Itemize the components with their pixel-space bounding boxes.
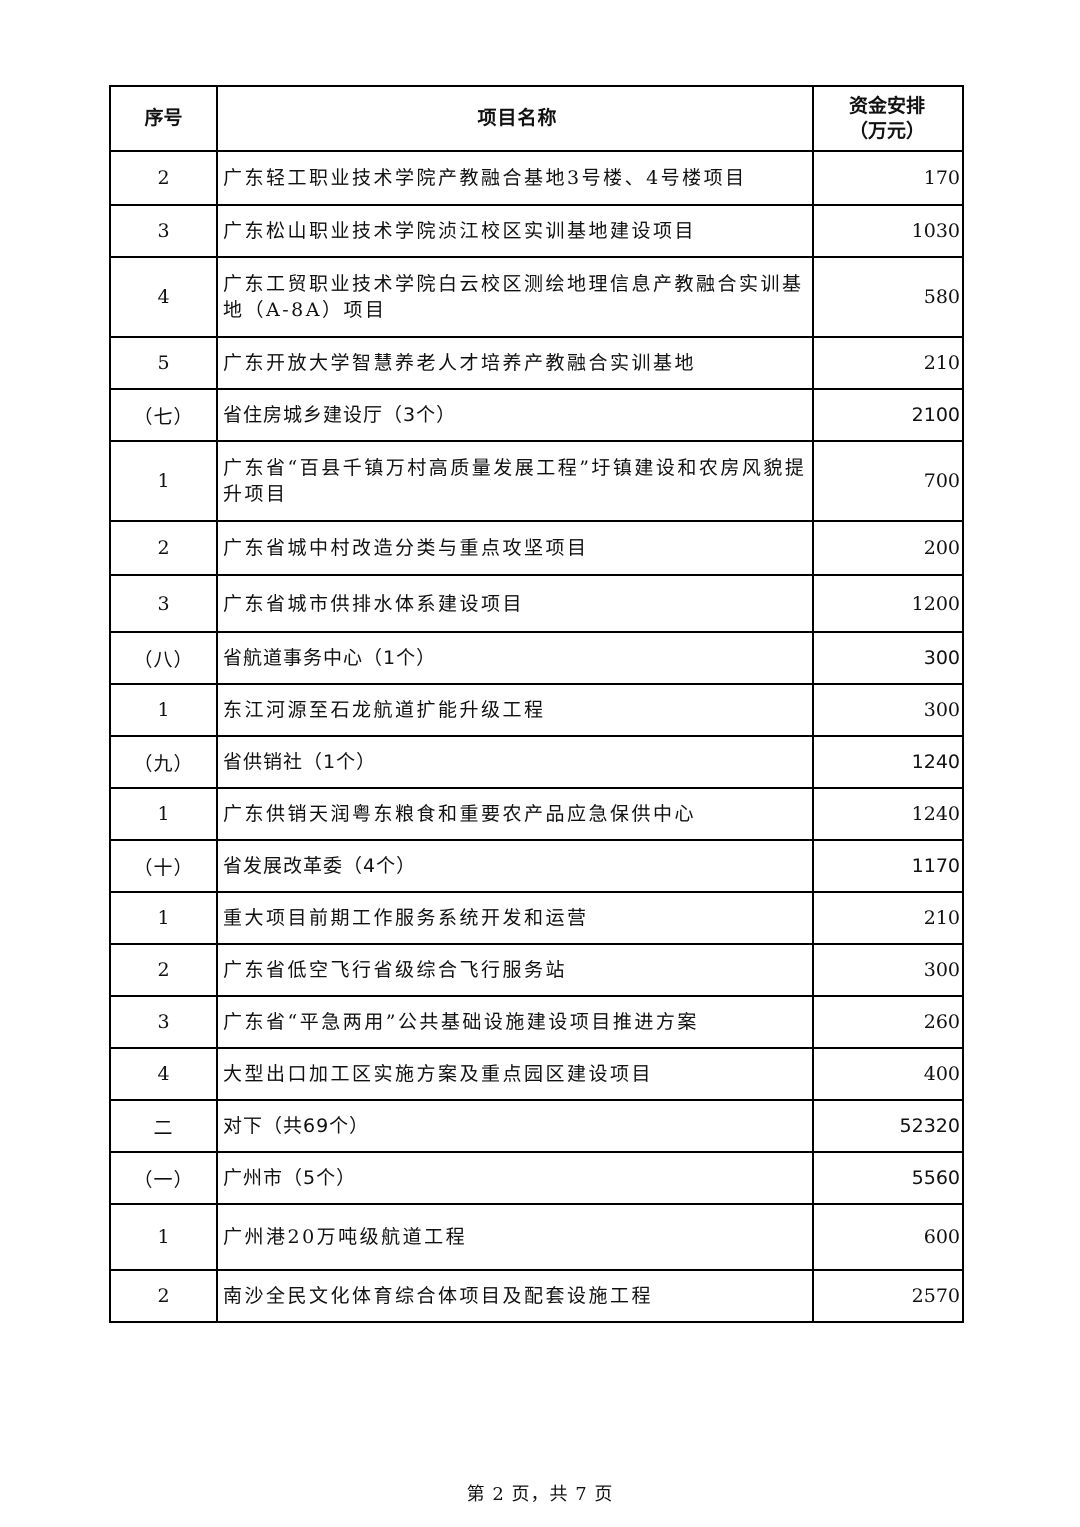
amount: 300 xyxy=(812,683,964,737)
table-group-row: 二对下（共69个） 52320 xyxy=(109,1099,964,1153)
table-row: 3 广东松山职业技术学院浈江校区实训基地建设项目 1030 xyxy=(109,204,964,258)
project-name: 重大项目前期工作服务系统开发和运营 xyxy=(216,891,814,945)
amount: 1240 xyxy=(812,735,964,789)
table-row: 1 广州港20万吨级航道工程 600 xyxy=(109,1203,964,1271)
row-number: 1 xyxy=(109,683,218,737)
project-name: 广东省低空飞行省级综合飞行服务站 xyxy=(216,943,814,997)
page-footer: 第 2 页，共 7 页 xyxy=(466,1484,614,1505)
project-name: 广东工贸职业技术学院白云校区测绘地理信息产教融合实训基地（A-8A）项目 xyxy=(216,256,814,338)
funding-table: 序号 项目名称 资金安排 （万元） 2 广东轻工职业技术学院产教融合基地3号楼、4… xyxy=(109,85,964,1323)
amount: 210 xyxy=(812,336,964,390)
project-name: 广东轻工职业技术学院产教融合基地3号楼、4号楼项目 xyxy=(216,150,814,206)
amount: 210 xyxy=(812,891,964,945)
project-name: 南沙全民文化体育综合体项目及配套设施工程 xyxy=(216,1269,814,1323)
header-no: 序号 xyxy=(109,85,218,152)
row-number: 5 xyxy=(109,336,218,390)
table-group-row: （一） 广州市（5个） 5560 xyxy=(109,1151,964,1205)
header-amount: 资金安排 （万元） xyxy=(812,85,964,152)
row-number: 3 xyxy=(109,204,218,258)
table-row: 5 广东开放大学智慧养老人才培养产教融合实训基地 210 xyxy=(109,336,964,390)
project-name: 广州市（5个） xyxy=(216,1151,814,1205)
amount: 2100 xyxy=(812,388,964,442)
row-number: 1 xyxy=(109,1203,218,1271)
row-number: 2 xyxy=(109,1269,218,1323)
project-name: 省航道事务中心（1个） xyxy=(216,631,814,685)
row-number: （一） xyxy=(109,1151,218,1205)
table-row: 3 广东省城市供排水体系建设项目 1200 xyxy=(109,574,964,633)
header-name: 项目名称 xyxy=(216,85,814,152)
table-row: 1 重大项目前期工作服务系统开发和运营 210 xyxy=(109,891,964,945)
amount: 200 xyxy=(812,520,964,576)
amount: 260 xyxy=(812,995,964,1049)
table-group-row: （十） 省发展改革委（4个） 1170 xyxy=(109,839,964,893)
row-number: 二 xyxy=(109,1099,218,1153)
amount: 1170 xyxy=(812,839,964,893)
row-number: 2 xyxy=(109,943,218,997)
project-name: 广东开放大学智慧养老人才培养产教融合实训基地 xyxy=(216,336,814,390)
project-name: 广东松山职业技术学院浈江校区实训基地建设项目 xyxy=(216,204,814,258)
table-row: 1 广东省“百县千镇万村高质量发展工程”圩镇建设和农房风貌提升项目 700 xyxy=(109,440,964,522)
table-row: 2 南沙全民文化体育综合体项目及配套设施工程 2570 xyxy=(109,1269,964,1323)
row-number: （十） xyxy=(109,839,218,893)
row-number: 3 xyxy=(109,995,218,1049)
amount: 580 xyxy=(812,256,964,338)
project-name: 省住房城乡建设厅（3个） xyxy=(216,388,814,442)
row-number: 1 xyxy=(109,787,218,841)
row-number: （八） xyxy=(109,631,218,685)
amount: 300 xyxy=(812,943,964,997)
row-number: 3 xyxy=(109,574,218,633)
amount: 600 xyxy=(812,1203,964,1271)
project-name: 省供销社（1个） xyxy=(216,735,814,789)
project-name: 对下（共69个） xyxy=(216,1099,814,1153)
project-name: 广东省“平急两用”公共基础设施建设项目推进方案 xyxy=(216,995,814,1049)
table-group-row: （九） 省供销社（1个） 1240 xyxy=(109,735,964,789)
amount: 300 xyxy=(812,631,964,685)
row-number: 4 xyxy=(109,256,218,338)
project-name: 广东省城中村改造分类与重点攻坚项目 xyxy=(216,520,814,576)
table-row: 4 大型出口加工区实施方案及重点园区建设项目 400 xyxy=(109,1047,964,1101)
table-row: 3 广东省“平急两用”公共基础设施建设项目推进方案 260 xyxy=(109,995,964,1049)
table-row: 1 广东供销天润粤东粮食和重要农产品应急保供中心 1240 xyxy=(109,787,964,841)
table-group-row: （八） 省航道事务中心（1个） 300 xyxy=(109,631,964,685)
project-name: 广州港20万吨级航道工程 xyxy=(216,1203,814,1271)
amount: 1240 xyxy=(812,787,964,841)
table-row: 1 东江河源至石龙航道扩能升级工程 300 xyxy=(109,683,964,737)
project-name: 广东省“百县千镇万村高质量发展工程”圩镇建设和农房风貌提升项目 xyxy=(216,440,814,522)
row-number: 4 xyxy=(109,1047,218,1101)
project-name: 东江河源至石龙航道扩能升级工程 xyxy=(216,683,814,737)
table-group-row: （七） 省住房城乡建设厅（3个） 2100 xyxy=(109,388,964,442)
table-header-row: 序号 项目名称 资金安排 （万元） xyxy=(109,85,964,152)
amount: 5560 xyxy=(812,1151,964,1205)
amount: 1200 xyxy=(812,574,964,633)
amount: 1030 xyxy=(812,204,964,258)
table-row: 2 广东省城中村改造分类与重点攻坚项目 200 xyxy=(109,520,964,576)
row-number: 2 xyxy=(109,520,218,576)
table-row: 2 广东省低空飞行省级综合飞行服务站 300 xyxy=(109,943,964,997)
amount: 52320 xyxy=(812,1099,964,1153)
row-number: （七） xyxy=(109,388,218,442)
row-number: 2 xyxy=(109,150,218,206)
project-name: 广东供销天润粤东粮食和重要农产品应急保供中心 xyxy=(216,787,814,841)
row-number: （九） xyxy=(109,735,218,789)
row-number: 1 xyxy=(109,440,218,522)
amount: 170 xyxy=(812,150,964,206)
amount: 2570 xyxy=(812,1269,964,1323)
row-number: 1 xyxy=(109,891,218,945)
project-name: 省发展改革委（4个） xyxy=(216,839,814,893)
amount: 400 xyxy=(812,1047,964,1101)
project-name: 大型出口加工区实施方案及重点园区建设项目 xyxy=(216,1047,814,1101)
table-row: 2 广东轻工职业技术学院产教融合基地3号楼、4号楼项目 170 xyxy=(109,150,964,206)
project-name: 广东省城市供排水体系建设项目 xyxy=(216,574,814,633)
table-row: 4 广东工贸职业技术学院白云校区测绘地理信息产教融合实训基地（A-8A）项目 580 xyxy=(109,256,964,338)
amount: 700 xyxy=(812,440,964,522)
